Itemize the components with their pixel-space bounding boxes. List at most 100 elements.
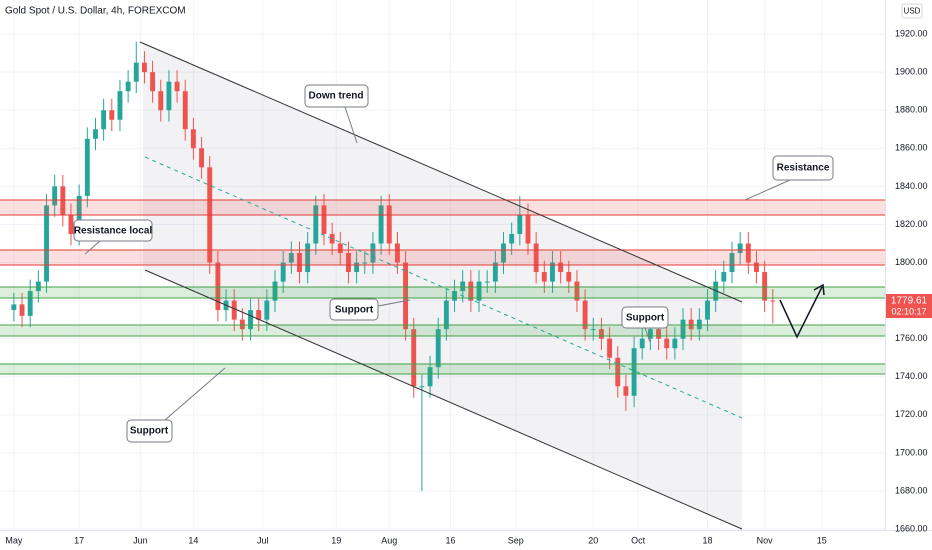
y-tick-label: 1720.00	[895, 409, 928, 419]
x-tick-label: 14	[188, 535, 198, 545]
candle-body	[133, 62, 139, 82]
candle-body	[492, 262, 498, 282]
candle-body	[484, 281, 490, 283]
y-tick-label: 1840.00	[895, 181, 928, 191]
candle-body	[394, 243, 400, 263]
upper-trend-line	[139, 41, 743, 303]
candle-body	[305, 243, 311, 273]
candle-body	[754, 262, 759, 273]
callout-pointer	[644, 327, 651, 343]
candle-body	[639, 338, 645, 349]
x-tick-label: Oct	[631, 535, 646, 545]
support-zone	[0, 287, 885, 298]
candle-body	[631, 348, 637, 396]
x-tick-label: Jul	[257, 535, 269, 545]
x-tick-label: 18	[703, 535, 713, 545]
callouts: Down trend Resistance Resistance local S…	[73, 84, 834, 443]
candle-body	[329, 233, 335, 244]
candle-body	[745, 243, 751, 263]
candle-body	[313, 205, 319, 244]
channel	[143, 42, 742, 529]
candle-body	[607, 338, 613, 358]
candle-body	[729, 253, 735, 273]
candle-body	[109, 110, 115, 120]
callout-pointer	[344, 106, 358, 144]
candle-body	[378, 205, 384, 244]
y-tick-label: 1860.00	[895, 143, 928, 153]
candle-body	[550, 262, 555, 282]
y-tick-label: 1760.00	[895, 333, 928, 343]
candle-body	[60, 186, 66, 215]
x-tick-label: 17	[74, 535, 84, 545]
candle-body	[248, 310, 253, 330]
resistance-zone	[0, 250, 885, 265]
currency: USD	[904, 7, 921, 16]
candle-body	[688, 319, 694, 330]
candle-body	[696, 319, 702, 330]
callout-pointer	[377, 299, 411, 307]
candle-body	[411, 329, 417, 387]
candle-body	[721, 272, 727, 282]
x-tick-label: Aug	[381, 535, 397, 545]
candle-body	[582, 300, 588, 330]
candle-body	[256, 310, 262, 320]
x-tick-label: May	[5, 535, 23, 545]
candle-body	[452, 291, 457, 301]
candle-body	[680, 319, 686, 339]
candle-body	[27, 291, 33, 316]
callout-pointer	[744, 179, 791, 201]
candle-body	[158, 91, 164, 111]
candle-body	[174, 81, 180, 92]
candle-body	[337, 243, 343, 254]
resistance-zone	[0, 200, 885, 215]
callout-box	[73, 219, 153, 242]
x-tick-label: 15	[817, 535, 827, 545]
callout-text: Resistance local	[74, 226, 153, 237]
candle-body	[93, 129, 98, 139]
last-price: 1779.61	[891, 296, 928, 307]
candle-body	[615, 357, 621, 387]
callout-box	[329, 298, 379, 321]
y-tick-label: 1800.00	[895, 257, 928, 267]
candle-body	[476, 281, 482, 301]
zones	[0, 199, 885, 375]
y-tick-label: 1660.00	[895, 523, 928, 533]
candle-body	[672, 338, 678, 349]
candle-body	[150, 72, 156, 92]
currency-box[interactable]	[901, 3, 923, 19]
candle-body	[362, 262, 368, 264]
candle-body	[11, 304, 17, 311]
x-tick-label: 20	[588, 535, 598, 545]
candle-body	[501, 243, 506, 263]
x-tick-label: Sep	[508, 535, 524, 545]
x-tick-label: Nov	[757, 535, 774, 545]
candle-body	[231, 300, 237, 320]
candle-body	[762, 272, 768, 301]
candle-body	[647, 329, 653, 339]
trend-lines	[139, 41, 825, 530]
candle-body	[125, 81, 131, 92]
y-tick-label: 1920.00	[895, 28, 928, 38]
candle-body	[117, 91, 123, 120]
candle-body	[468, 281, 474, 301]
callout-pointer	[84, 240, 101, 255]
arrow-head	[813, 283, 825, 296]
candle-body	[403, 262, 409, 330]
y-tick-label: 1700.00	[895, 447, 928, 457]
candle-body	[623, 386, 629, 396]
candle-body	[517, 214, 523, 234]
candle-body	[52, 186, 58, 206]
candle-body	[427, 367, 433, 387]
support-zone	[0, 364, 885, 374]
candle-body	[264, 300, 270, 320]
callout-box	[772, 155, 834, 181]
callout-box	[621, 306, 669, 329]
callout-pointer	[164, 367, 226, 421]
candle-body	[705, 300, 710, 320]
candle-body	[239, 319, 245, 330]
candle-body	[460, 281, 466, 292]
candle-body	[443, 300, 449, 330]
support-zone	[0, 325, 885, 336]
candle-body	[199, 148, 205, 168]
